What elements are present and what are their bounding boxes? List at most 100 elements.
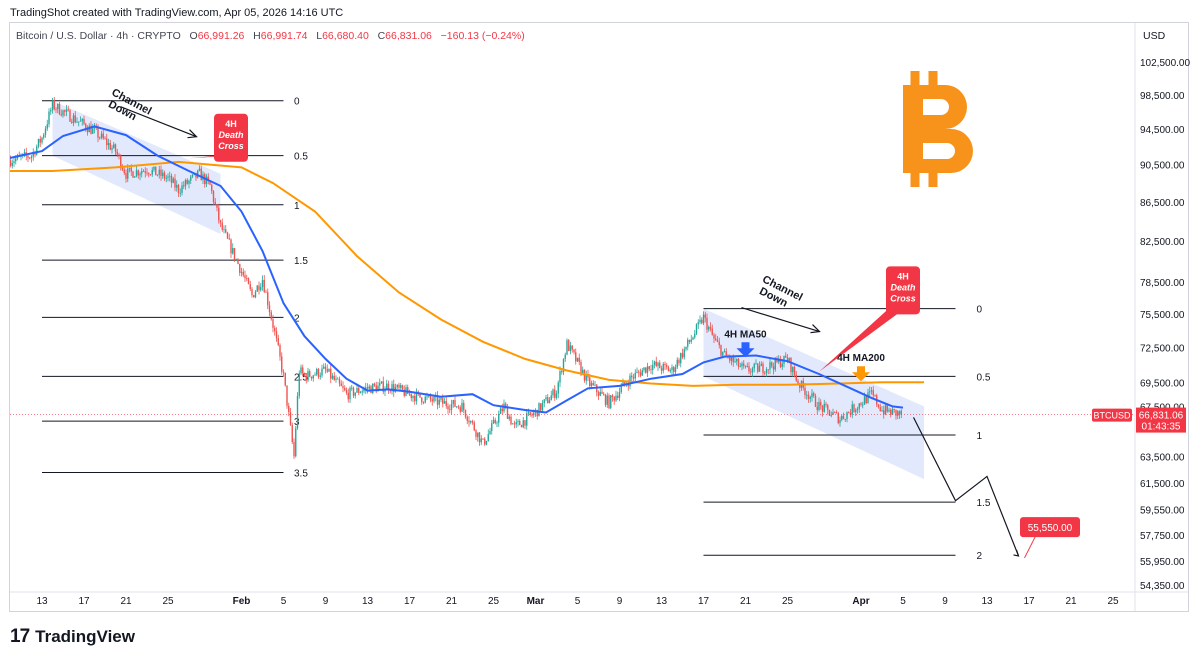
candle	[32, 148, 34, 161]
candle	[335, 375, 337, 383]
currency-label[interactable]: USD	[1143, 30, 1166, 42]
candle	[158, 165, 160, 179]
candle	[569, 341, 572, 355]
candle	[184, 178, 187, 190]
candle	[345, 387, 348, 395]
trend-arrow[interactable]	[120, 106, 197, 138]
candle	[545, 395, 547, 401]
candle	[382, 376, 384, 395]
x-tick-label: 13	[981, 596, 993, 607]
candle	[524, 420, 526, 430]
candle	[41, 136, 43, 145]
candle	[116, 148, 118, 158]
last-price-badge	[1136, 407, 1186, 433]
candle	[837, 411, 839, 425]
candle	[291, 422, 293, 444]
candle	[79, 116, 82, 122]
target-price-badge[interactable]: 55,550.00	[1020, 517, 1080, 559]
candle	[323, 363, 325, 370]
candle	[865, 395, 867, 405]
candle	[886, 404, 888, 413]
trend-arrow[interactable]	[741, 307, 820, 333]
candle	[478, 431, 481, 446]
candle	[76, 117, 78, 123]
candle	[375, 381, 377, 393]
author-credit: TradingShot created with TradingView.com…	[10, 7, 344, 19]
arrow-down-icon	[852, 366, 870, 382]
x-tick-label: 21	[446, 596, 458, 607]
candle	[177, 183, 180, 197]
candle	[57, 103, 59, 114]
candle	[181, 181, 183, 196]
candle	[144, 167, 146, 178]
candle	[65, 105, 68, 117]
candle	[443, 398, 446, 404]
candle	[657, 361, 659, 371]
candle	[44, 125, 47, 138]
candle	[386, 379, 388, 389]
candle	[174, 174, 176, 192]
candle	[162, 169, 164, 179]
candle	[39, 135, 41, 148]
candle	[279, 343, 281, 361]
candle	[881, 406, 883, 413]
x-tick-label: 5	[281, 596, 287, 607]
candle	[470, 420, 472, 425]
candle	[135, 165, 138, 178]
candle	[86, 125, 89, 136]
candle	[307, 367, 309, 383]
candle	[520, 424, 523, 428]
symbol-badge[interactable]	[1092, 408, 1132, 422]
candle	[352, 386, 355, 398]
candle	[300, 364, 302, 375]
candle	[718, 337, 720, 349]
candle	[228, 233, 230, 240]
candle	[312, 374, 314, 382]
candle	[603, 391, 605, 396]
candle	[111, 145, 113, 154]
candle	[807, 391, 810, 403]
candle	[519, 419, 521, 426]
candle	[359, 390, 362, 394]
candle	[597, 390, 600, 401]
candle	[261, 275, 264, 291]
candle	[858, 402, 860, 413]
candle	[305, 373, 307, 384]
candle	[667, 365, 670, 372]
candle	[436, 391, 439, 410]
candle	[730, 355, 733, 366]
candle	[156, 174, 159, 177]
ma200-line[interactable]	[0, 160, 924, 387]
bitcoin-logo-glyph	[903, 85, 973, 173]
fib-level-label: 1	[294, 201, 300, 212]
candle	[538, 402, 540, 417]
candle	[198, 165, 201, 172]
candle	[806, 390, 808, 400]
candle	[599, 388, 601, 397]
candle	[814, 393, 817, 408]
y-tick-label: 72,500.00	[1140, 343, 1185, 354]
candle	[708, 325, 710, 332]
symbol-name[interactable]: Bitcoin / U.S. Dollar · 4h · CRYPTO	[16, 30, 181, 42]
chart-header: TradingShot created with TradingView.com…	[0, 0, 1200, 26]
candle	[207, 173, 209, 185]
projection-path[interactable]	[912, 417, 1020, 557]
tradingview-brand[interactable]: 17 TradingView	[10, 626, 135, 648]
candle	[811, 388, 813, 402]
ma50-line[interactable]	[0, 125, 904, 414]
candle	[221, 218, 223, 232]
candle	[617, 391, 619, 401]
candle	[688, 339, 691, 345]
candle	[445, 397, 447, 409]
candle	[543, 399, 545, 408]
candle	[555, 390, 558, 400]
candle	[699, 315, 701, 325]
candle	[821, 405, 824, 417]
candle	[64, 109, 66, 117]
candle	[281, 352, 283, 375]
candle	[522, 416, 524, 429]
candle	[461, 398, 463, 412]
